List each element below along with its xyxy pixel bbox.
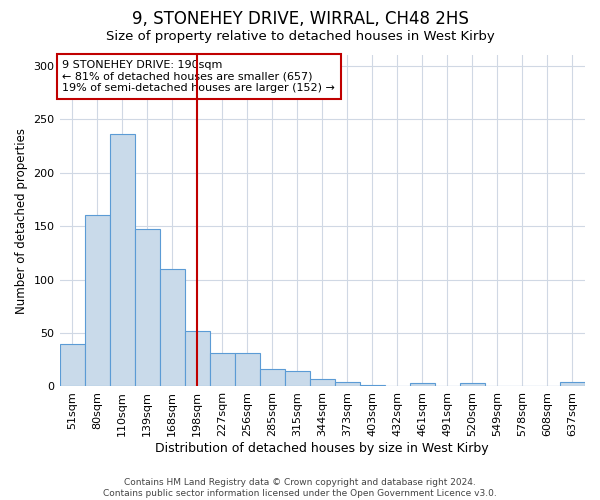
Text: 9 STONEHEY DRIVE: 190sqm
← 81% of detached houses are smaller (657)
19% of semi-: 9 STONEHEY DRIVE: 190sqm ← 81% of detach… bbox=[62, 60, 335, 93]
Text: 9, STONEHEY DRIVE, WIRRAL, CH48 2HS: 9, STONEHEY DRIVE, WIRRAL, CH48 2HS bbox=[131, 10, 469, 28]
Bar bbox=[335, 382, 360, 386]
Bar bbox=[85, 216, 110, 386]
Text: Contains HM Land Registry data © Crown copyright and database right 2024.
Contai: Contains HM Land Registry data © Crown c… bbox=[103, 478, 497, 498]
Bar bbox=[59, 344, 85, 386]
Bar bbox=[110, 134, 134, 386]
Bar bbox=[235, 354, 260, 386]
Bar bbox=[185, 331, 209, 386]
Bar bbox=[260, 370, 285, 386]
X-axis label: Distribution of detached houses by size in West Kirby: Distribution of detached houses by size … bbox=[155, 442, 489, 455]
Bar bbox=[160, 269, 185, 386]
Bar bbox=[560, 382, 585, 386]
Bar bbox=[310, 379, 335, 386]
Bar bbox=[209, 354, 235, 386]
Bar bbox=[285, 372, 310, 386]
Bar bbox=[134, 230, 160, 386]
Bar bbox=[460, 384, 485, 386]
Bar bbox=[410, 384, 435, 386]
Y-axis label: Number of detached properties: Number of detached properties bbox=[15, 128, 28, 314]
Text: Size of property relative to detached houses in West Kirby: Size of property relative to detached ho… bbox=[106, 30, 494, 43]
